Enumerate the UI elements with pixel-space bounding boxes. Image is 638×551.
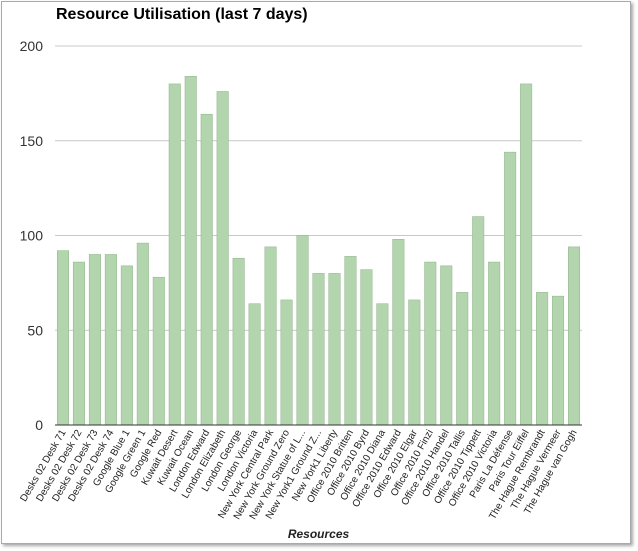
chart-title: Resource Utilisation (last 7 days) [56,6,308,23]
bar [264,246,277,426]
bar [200,113,213,426]
bar [88,254,101,426]
bar [568,246,581,426]
y-tick-label: 200 [20,38,44,54]
bar [520,83,533,426]
bar [216,91,229,426]
bar [472,216,485,426]
bar [536,292,549,426]
bar [504,151,517,426]
bar [168,83,181,426]
bar [392,239,405,426]
bar [552,295,565,426]
bar [120,265,133,426]
bar [72,261,85,426]
bar [232,257,245,426]
bar [488,261,501,426]
bar [152,276,165,426]
bar [296,235,309,426]
bar [184,76,197,426]
bar [312,273,325,426]
bar [136,242,149,426]
y-tick-label: 150 [20,133,44,149]
bar [456,292,469,426]
bar [360,269,373,426]
bar [408,299,421,426]
y-tick-label: 50 [27,322,43,338]
bar [56,250,69,426]
bar [328,273,341,426]
y-tick-label: 0 [35,417,43,433]
bar [104,254,117,426]
bar [248,303,261,426]
bar [344,256,357,426]
bar [424,261,437,426]
bar [280,299,293,426]
y-axis-ticks: 0 50 100 150 200 [20,38,44,433]
bar [376,303,389,426]
x-axis-title: Resources [288,527,350,541]
bars [56,76,581,426]
y-tick-label: 100 [20,228,44,244]
bar [440,265,453,426]
